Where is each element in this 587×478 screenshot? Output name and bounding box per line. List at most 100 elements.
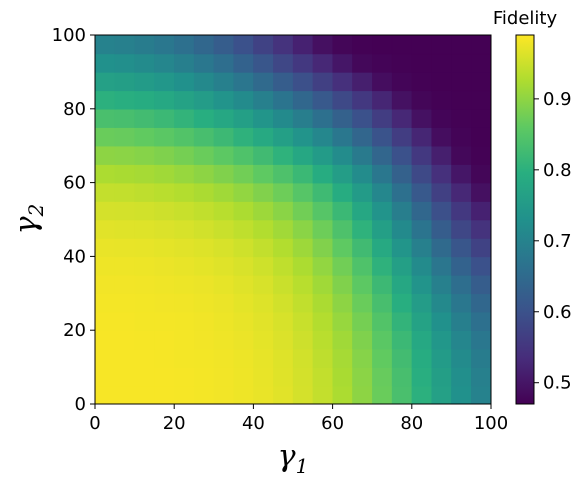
heatmap-cell: [372, 163, 393, 184]
heatmap-cell: [451, 53, 472, 73]
heatmap-cell: [312, 127, 334, 147]
heatmap-cell: [95, 108, 116, 129]
heatmap-cell: [372, 256, 393, 276]
heatmap-cell: [213, 71, 235, 92]
heatmap-cell: [114, 35, 136, 55]
x-tick-label: 60: [321, 413, 344, 434]
heatmap-cell: [213, 219, 235, 239]
colorbar: 0.5 0.6 0.7 0.8 0.9 Fidelity: [493, 8, 572, 405]
heatmap-cell: [213, 108, 235, 129]
colorbar-title: Fidelity: [493, 8, 558, 29]
heatmap-cell: [352, 71, 373, 92]
heatmap-cell: [134, 348, 156, 368]
heatmap-cell: [312, 385, 334, 404]
heatmap-cell: [174, 293, 195, 313]
heatmap-cell: [213, 35, 235, 55]
heatmap-cell: [193, 219, 215, 239]
heatmap-cell: [95, 330, 116, 350]
heatmap-cell: [312, 108, 334, 129]
heatmap-cell: [451, 274, 472, 295]
y-tick-label: 0: [75, 394, 86, 415]
heatmap-cell: [253, 330, 274, 350]
heatmap-cell: [193, 163, 215, 184]
heatmap-cell: [174, 330, 195, 350]
heatmap-cell: [391, 145, 413, 165]
heatmap-cell: [273, 71, 294, 92]
heatmap-cell: [174, 274, 195, 295]
heatmap-cell: [332, 127, 354, 147]
x-tick-label: 40: [242, 413, 265, 434]
colorbar-tick-label: 0.7: [543, 231, 572, 252]
heatmap-cell: [312, 330, 334, 350]
y-axis-ticks: 0 20 40 60 80 100: [52, 25, 95, 415]
heatmap-cell: [114, 311, 136, 331]
heatmap-cell: [411, 71, 433, 92]
heatmap-cell: [352, 163, 373, 184]
heatmap-cell: [213, 311, 235, 331]
heatmap-cell: [253, 145, 274, 165]
heatmap-cell: [292, 53, 314, 73]
heatmap-cell: [451, 219, 472, 239]
heatmap-cell: [273, 127, 294, 147]
heatmap-cell: [134, 366, 156, 387]
heatmap-cell: [352, 53, 373, 73]
heatmap-cell: [273, 163, 294, 184]
heatmap-cell: [154, 237, 175, 258]
heatmap-cell: [213, 163, 235, 184]
heatmap-cell: [292, 145, 314, 165]
heatmap-cell: [292, 71, 314, 92]
heatmap-cell: [174, 53, 195, 73]
heatmap-cell: [451, 182, 472, 202]
heatmap-cell: [332, 200, 354, 221]
y-tick-label: 40: [63, 246, 86, 267]
heatmap-cell: [391, 53, 413, 73]
heatmap-cell: [451, 35, 472, 55]
heatmap-cell: [471, 293, 491, 313]
colorbar-tick-label: 0.8: [543, 160, 572, 181]
y-tick-label: 80: [63, 99, 86, 120]
heatmap-cell: [312, 348, 334, 368]
heatmap-cells: [95, 35, 491, 404]
heatmap-cell: [312, 145, 334, 165]
heatmap-cell: [451, 256, 472, 276]
heatmap-cell: [213, 90, 235, 110]
heatmap-cell: [134, 71, 156, 92]
heatmap-cell: [471, 274, 491, 295]
heatmap-cell: [352, 237, 373, 258]
heatmap-cell: [213, 385, 235, 404]
heatmap-cell: [114, 127, 136, 147]
heatmap-cell: [391, 330, 413, 350]
heatmap-cell: [154, 274, 175, 295]
heatmap-cell: [213, 330, 235, 350]
heatmap-cell: [352, 127, 373, 147]
heatmap-cell: [411, 256, 433, 276]
heatmap-cell: [95, 219, 116, 239]
heatmap-cell: [233, 35, 255, 55]
heatmap-cell: [134, 108, 156, 129]
heatmap-cell: [332, 311, 354, 331]
plot-frame: [94, 34, 492, 405]
heatmap-cell: [114, 293, 136, 313]
heatmap-cell: [253, 348, 274, 368]
heatmap-cell: [431, 71, 453, 92]
heatmap-cell: [233, 163, 255, 184]
y-tick-label: 20: [63, 320, 86, 341]
heatmap-cell: [154, 163, 175, 184]
heatmap-cell: [471, 35, 491, 55]
heatmap-cell: [174, 35, 195, 55]
heatmap-cell: [471, 71, 491, 92]
heatmap-cell: [193, 274, 215, 295]
heatmap-cell: [471, 108, 491, 129]
heatmap-cell: [372, 71, 393, 92]
heatmap-cell: [174, 311, 195, 331]
heatmap-cell: [114, 274, 136, 295]
heatmap-cell: [431, 108, 453, 129]
heatmap-cell: [174, 127, 195, 147]
heatmap-cell: [154, 145, 175, 165]
heatmap-cell: [213, 348, 235, 368]
heatmap-cell: [174, 366, 195, 387]
heatmap-cell: [134, 256, 156, 276]
heatmap-cell: [114, 53, 136, 73]
heatmap-cell: [95, 256, 116, 276]
heatmap-cell: [114, 108, 136, 129]
